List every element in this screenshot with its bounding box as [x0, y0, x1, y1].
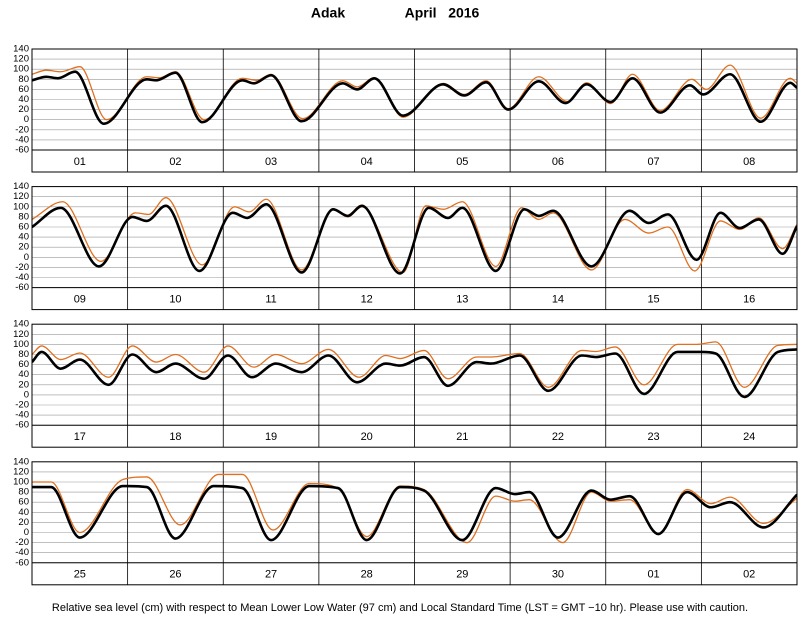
x-tick-label: 25	[74, 569, 86, 581]
y-tick-label: 120	[13, 466, 29, 477]
y-tick-label: 80	[18, 211, 29, 222]
y-tick-label: 140	[13, 44, 29, 55]
x-tick-label: 29	[456, 569, 468, 581]
x-tick-label: 17	[74, 431, 86, 443]
x-tick-label: 16	[743, 294, 755, 306]
tide-line	[32, 197, 797, 274]
y-tick-label: 20	[18, 517, 29, 528]
y-tick-label: 100	[13, 477, 29, 488]
x-tick-label: 30	[552, 569, 564, 581]
x-tick-label: 14	[552, 294, 564, 306]
y-tick-label: 0	[24, 114, 29, 125]
footnote: Relative sea level (cm) with respect to …	[52, 602, 748, 614]
y-tick-label: 0	[24, 527, 29, 538]
tide-line	[32, 341, 797, 388]
x-tick-label: 20	[361, 431, 373, 443]
x-tick-label: 18	[169, 431, 181, 443]
plot-frame	[31, 323, 798, 448]
x-tick-label: 19	[265, 431, 277, 443]
x-tick-label: 07	[647, 156, 659, 168]
y-tick-label: -40	[15, 134, 29, 145]
x-tick-label: 23	[647, 431, 659, 443]
y-tick-label: 100	[13, 339, 29, 350]
y-tick-label: -20	[15, 400, 29, 411]
y-tick-label: 60	[18, 497, 29, 508]
tide-line	[32, 348, 797, 399]
y-tick-label: 60	[18, 359, 29, 370]
x-tick-label: 28	[361, 569, 373, 581]
x-tick-label: 04	[361, 156, 373, 168]
chart-title: Adak	[311, 5, 345, 21]
y-tick-label: 60	[18, 222, 29, 233]
y-tick-label: 20	[18, 242, 29, 253]
y-tick-label: 140	[13, 319, 29, 330]
tide-line	[32, 202, 797, 275]
y-tick-label: 120	[13, 191, 29, 202]
y-tick-label: 80	[18, 74, 29, 85]
y-tick-label: -60	[15, 557, 29, 568]
y-tick-label: 120	[13, 54, 29, 65]
x-tick-label: 01	[74, 156, 86, 168]
y-tick-label: 40	[18, 369, 29, 380]
y-tick-label: -40	[15, 547, 29, 558]
x-tick-label: 11	[265, 294, 276, 306]
chart-subtitle: April 2016	[405, 5, 480, 21]
y-tick-label: 40	[18, 507, 29, 518]
plot-frame	[31, 48, 798, 173]
x-tick-label: 03	[265, 156, 277, 168]
x-tick-label: 12	[361, 294, 373, 306]
x-tick-label: 08	[743, 156, 755, 168]
x-tick-label: 06	[552, 156, 564, 168]
y-tick-label: -40	[15, 272, 29, 283]
y-tick-label: 100	[13, 64, 29, 75]
y-tick-label: 20	[18, 104, 29, 115]
x-tick-label: 24	[743, 431, 755, 443]
y-tick-label: 140	[13, 181, 29, 192]
y-tick-label: 0	[24, 389, 29, 400]
y-tick-label: 40	[18, 94, 29, 105]
y-tick-label: 80	[18, 487, 29, 498]
y-tick-label: -20	[15, 124, 29, 135]
y-tick-label: -20	[15, 262, 29, 273]
y-tick-label: 80	[18, 349, 29, 360]
x-tick-label: 27	[265, 569, 277, 581]
y-tick-label: 60	[18, 84, 29, 95]
x-tick-label: 26	[169, 569, 181, 581]
y-tick-label: 120	[13, 329, 29, 340]
tide-line	[32, 70, 797, 126]
x-tick-label: 21	[456, 431, 468, 443]
y-tick-label: -40	[15, 410, 29, 421]
plot-frame	[31, 461, 798, 586]
x-tick-label: 02	[169, 156, 181, 168]
x-tick-label: 05	[456, 156, 468, 168]
y-tick-label: -60	[15, 145, 29, 156]
y-tick-label: 0	[24, 252, 29, 263]
y-tick-label: -60	[15, 420, 29, 431]
tide-line	[32, 484, 797, 542]
y-tick-label: 100	[13, 201, 29, 212]
x-tick-label: 02	[743, 569, 755, 581]
y-tick-label: -20	[15, 537, 29, 548]
y-tick-label: 40	[18, 232, 29, 243]
y-tick-label: 140	[13, 456, 29, 467]
y-tick-label: 20	[18, 379, 29, 390]
x-tick-label: 22	[552, 431, 564, 443]
x-tick-label: 09	[74, 294, 86, 306]
plot-frame	[31, 186, 798, 311]
x-tick-label: 13	[456, 294, 468, 306]
y-tick-label: -60	[15, 282, 29, 293]
x-tick-label: 15	[647, 294, 659, 306]
x-tick-label: 10	[169, 294, 181, 306]
x-tick-label: 01	[647, 569, 659, 581]
